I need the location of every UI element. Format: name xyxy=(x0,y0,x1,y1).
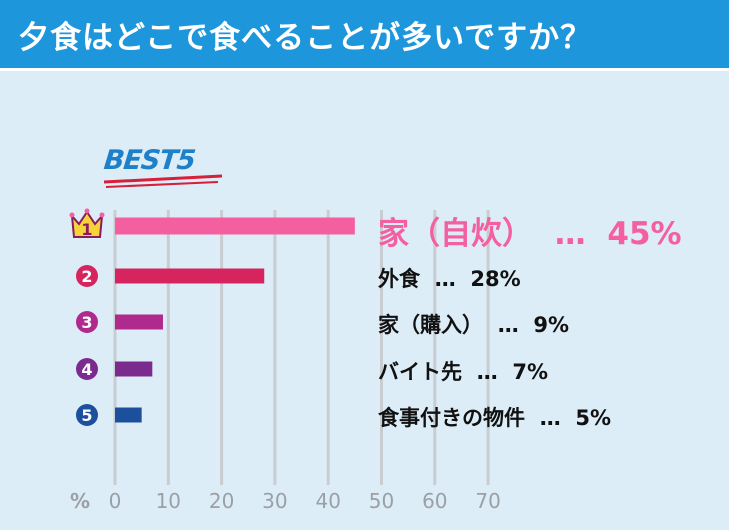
crown-icon xyxy=(70,210,104,238)
x-axis-label: % xyxy=(70,489,90,513)
crown-jewel xyxy=(69,212,75,218)
title-bar: 夕食はどこで食べることが多いですか？ xyxy=(0,0,729,71)
value-label: 28% xyxy=(470,267,521,291)
category-name: 外食 xyxy=(378,267,420,291)
category-label-3: 家（購入） … 9% xyxy=(378,309,569,339)
category-label-4: バイト先 … 7% xyxy=(378,356,548,386)
category-label-1: 家（自炊） … 45% xyxy=(378,208,682,253)
x-tick-label: 30 xyxy=(262,489,287,513)
rank-number: 5 xyxy=(81,406,92,425)
bar-4 xyxy=(115,361,153,377)
category-name: バイト先 xyxy=(378,360,462,384)
bar-3 xyxy=(115,314,163,330)
category-label-5: 食事付きの物件 … 5% xyxy=(378,402,611,432)
separator: … xyxy=(554,216,586,252)
bar-5 xyxy=(115,407,142,423)
value-label: 9% xyxy=(533,313,570,337)
separator: … xyxy=(497,313,519,337)
value-label: 5% xyxy=(575,406,612,430)
category-name: 家（自炊） xyxy=(378,216,533,252)
x-tick-label: 70 xyxy=(475,489,500,513)
category-name: 食事付きの物件 xyxy=(378,406,525,430)
crown-jewel xyxy=(99,212,105,218)
rank-number: 2 xyxy=(81,267,92,286)
separator: … xyxy=(539,406,561,430)
x-tick-label: 10 xyxy=(156,489,181,513)
separator: … xyxy=(476,360,498,384)
category-name: 家（購入） xyxy=(378,313,483,337)
x-tick-label: 20 xyxy=(209,489,234,513)
rank-badge-icon xyxy=(76,404,98,426)
best5-underline-2 xyxy=(105,181,219,188)
rank-badge-icon xyxy=(76,358,98,380)
x-tick-label: 50 xyxy=(369,489,394,513)
separator: … xyxy=(434,267,456,291)
x-tick-label: 60 xyxy=(422,489,447,513)
rank-number: 3 xyxy=(81,313,92,332)
bar-1 xyxy=(115,217,355,235)
rank-badge-icon xyxy=(76,265,98,287)
category-label-2: 外食 … 28% xyxy=(378,263,521,293)
rank-number: 1 xyxy=(81,220,92,239)
rank-number: 4 xyxy=(81,360,92,379)
crown-jewel xyxy=(84,208,90,214)
page-title: 夕食はどこで食べることが多いですか？ xyxy=(18,20,593,56)
value-label: 45% xyxy=(607,216,682,252)
value-label: 7% xyxy=(512,360,549,384)
x-tick-label: 0 xyxy=(109,489,122,513)
x-tick-label: 40 xyxy=(315,489,340,513)
bar-2 xyxy=(115,268,265,284)
best5-underline xyxy=(103,174,223,184)
rank-badge-icon xyxy=(76,311,98,333)
